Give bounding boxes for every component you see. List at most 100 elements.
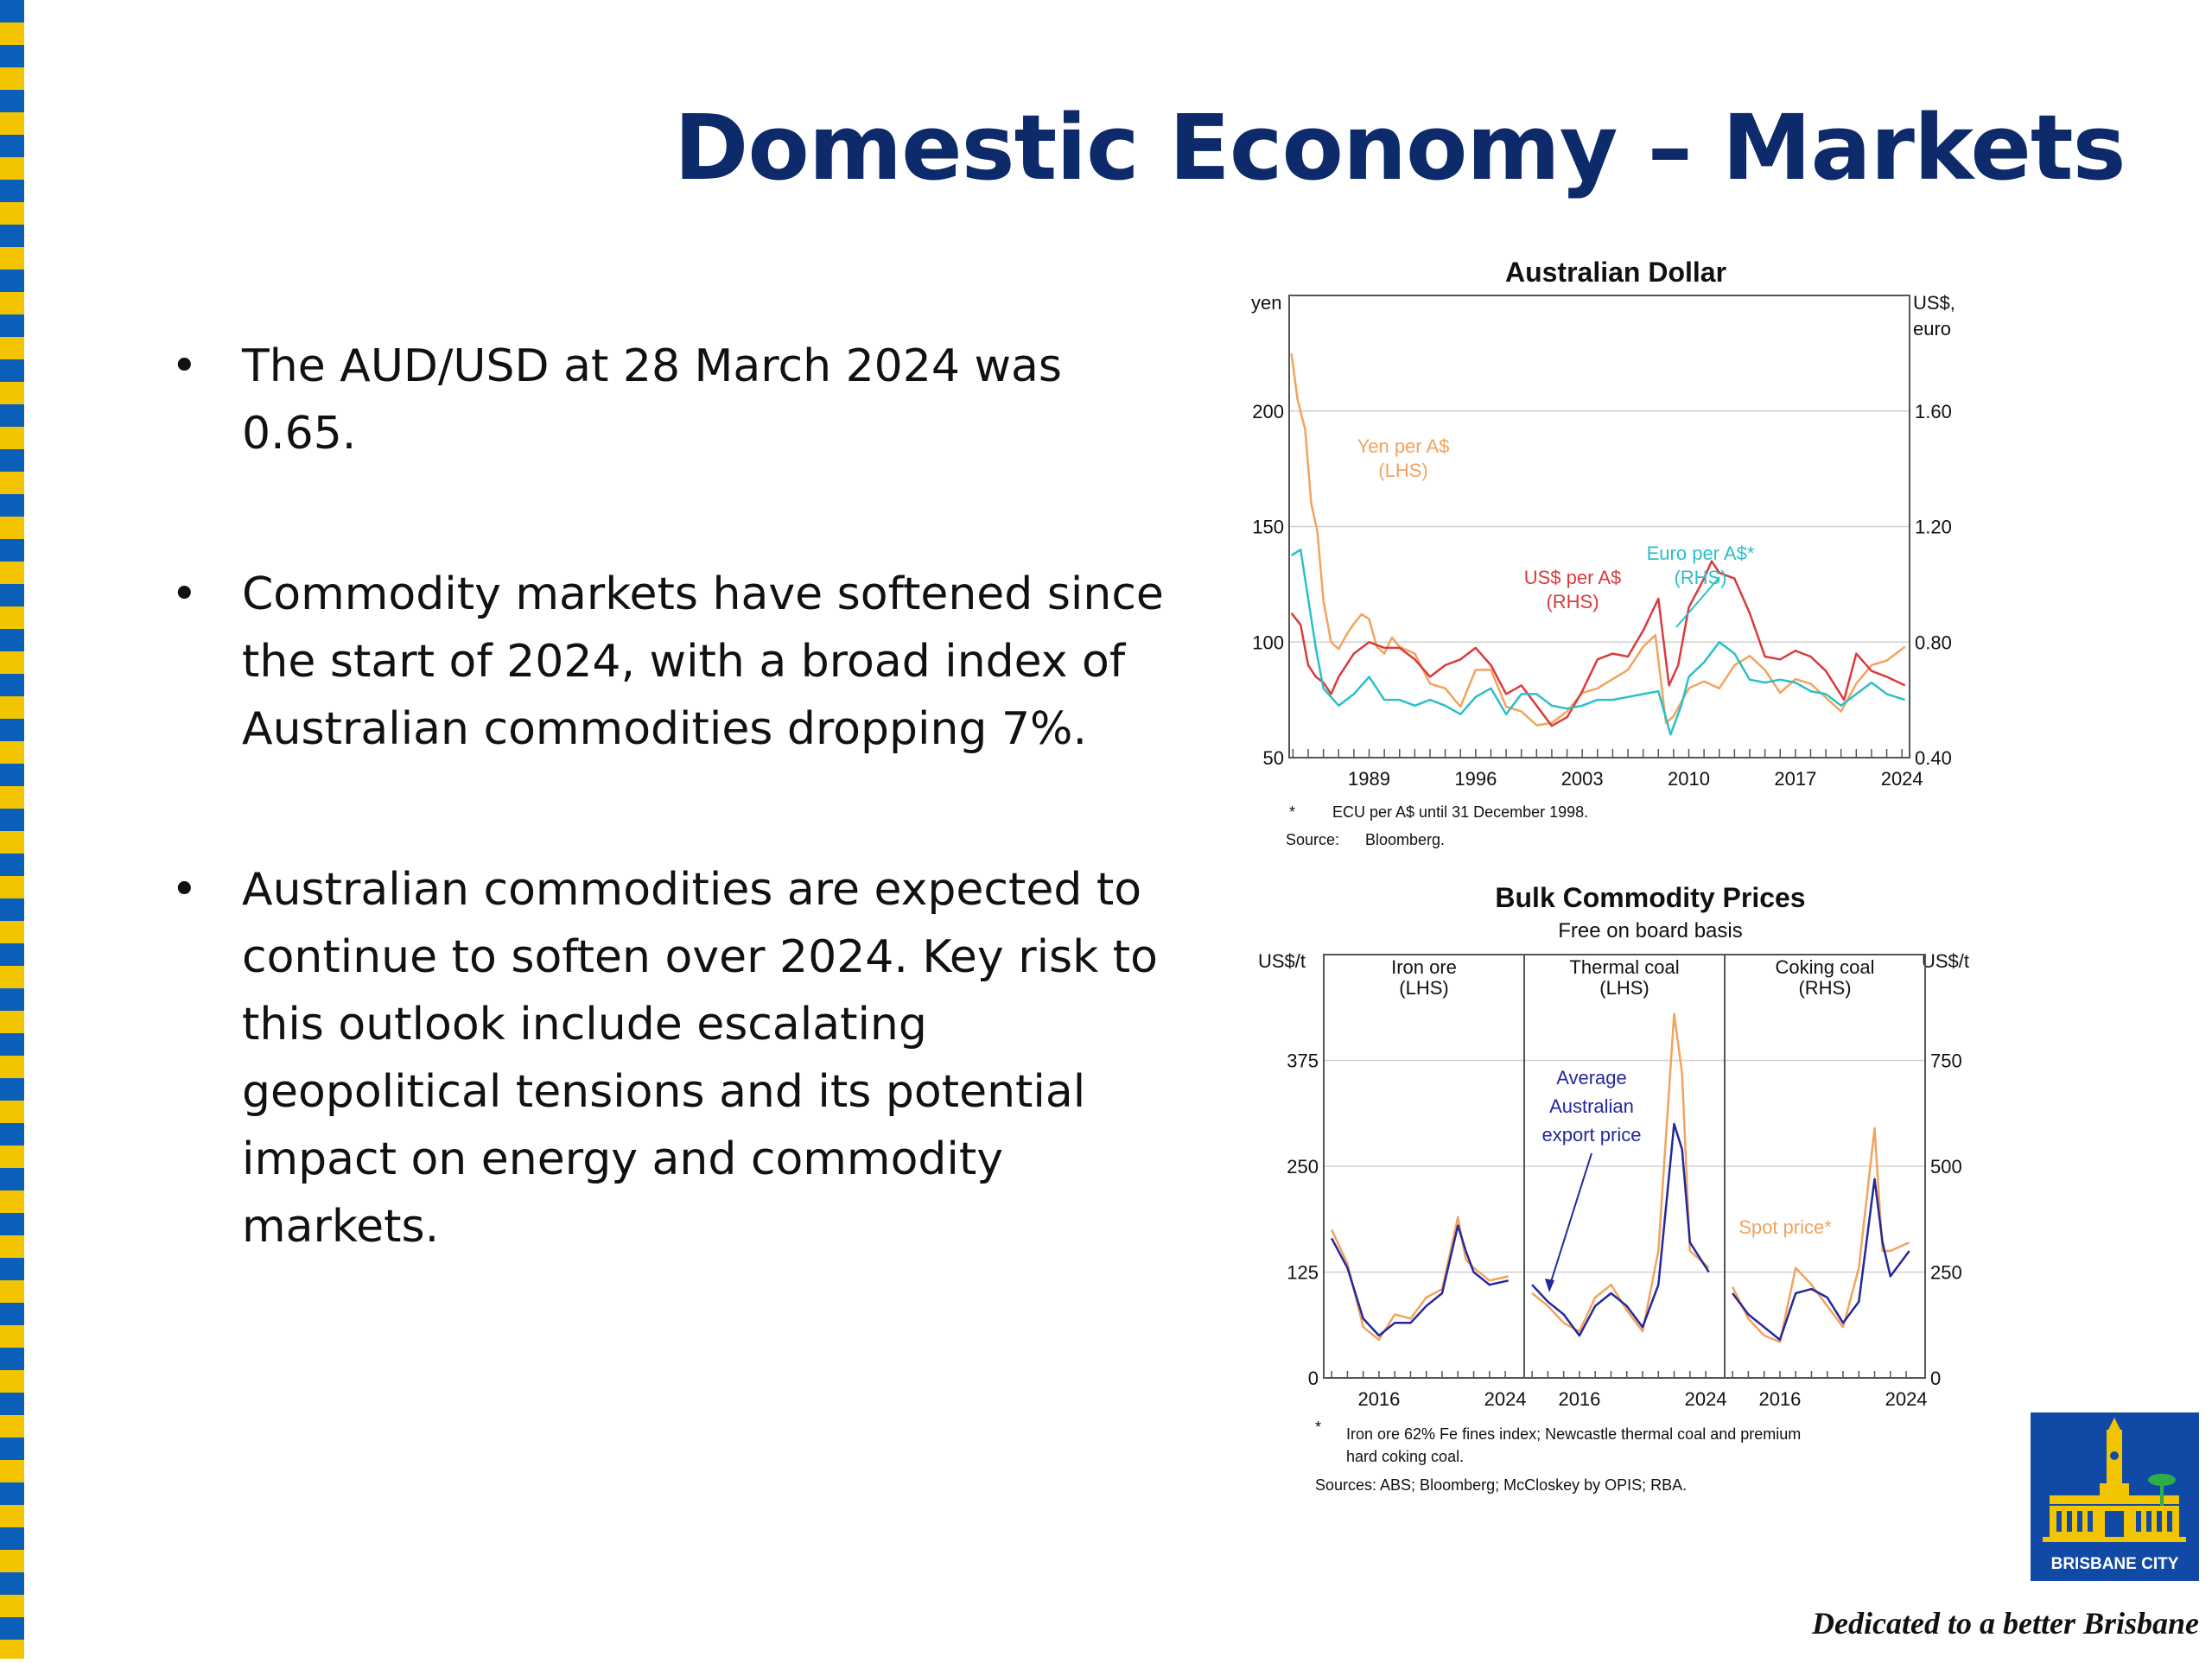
stripe-segment xyxy=(0,1190,24,1213)
stripe-segment xyxy=(0,1460,24,1482)
stripe-segment xyxy=(0,943,24,966)
stripe-segment xyxy=(0,1393,24,1415)
stripe-segment xyxy=(0,494,24,517)
chart2-export-label: Average xyxy=(1556,1067,1627,1089)
chart1-right-tick-label: 0.80 xyxy=(1915,632,1952,653)
chart1-x-tick-label: 1996 xyxy=(1454,768,1497,790)
stripe-segment xyxy=(0,135,24,157)
chart2-right-tick-label: 750 xyxy=(1930,1050,1962,1072)
page-title: Domestic Economy – Markets xyxy=(674,95,2126,200)
chart2-frame xyxy=(1323,954,1926,1379)
chart2-panel-title: Iron ore xyxy=(1391,956,1457,978)
chart2-x-tick-label: 2024 xyxy=(1685,1388,1727,1410)
stripe-segment xyxy=(0,1415,24,1438)
stripe-segment xyxy=(0,809,24,831)
bullet-list: The AUD/USD at 28 March 2024 was 0.65. C… xyxy=(164,333,1184,1354)
australian-dollar-chart: Australian Dollar yen US$, euro 50 100 150… xyxy=(1251,257,1961,848)
bullet-aud-usd: The AUD/USD at 28 March 2024 was 0.65. xyxy=(164,333,1184,467)
chart1-series-label: Euro per A$* xyxy=(1647,543,1755,564)
stripe-segment xyxy=(0,898,24,921)
stripe-segment xyxy=(0,1123,24,1146)
stripe-segment xyxy=(0,1033,24,1056)
stripe-segment xyxy=(0,382,24,404)
chart1-ylabel-right: US$, euro xyxy=(1913,292,1961,340)
chart2-footnote-marker: * xyxy=(1315,1419,1321,1436)
stripe-segment xyxy=(0,562,24,584)
chart2-panel-axis: (RHS) xyxy=(1798,977,1851,999)
chart1-x-tick-label: 2003 xyxy=(1561,768,1604,790)
stripe-segment xyxy=(0,966,24,988)
stripe-segment xyxy=(0,449,24,472)
stripe-segment xyxy=(0,0,24,22)
stripe-segment xyxy=(0,270,24,292)
stripe-segment xyxy=(0,1595,24,1617)
stripe-segment xyxy=(0,786,24,809)
chart2-export-line xyxy=(1732,1177,1910,1342)
stripe-segment xyxy=(0,1280,24,1303)
stripe-segment xyxy=(0,22,24,45)
chart2-panel-axis: (LHS) xyxy=(1399,977,1448,999)
chart1-frame xyxy=(1288,295,1910,759)
stripe-segment xyxy=(0,876,24,898)
chart2-ylabel-left: US$/t xyxy=(1258,950,1306,972)
chart1-x-tick-label: 1989 xyxy=(1348,768,1390,790)
chart2-export-label: Australian xyxy=(1549,1095,1634,1117)
stripe-segment xyxy=(0,157,24,180)
chart1-right-tick-label: 1.20 xyxy=(1915,517,1952,538)
stripe-segment xyxy=(0,314,24,337)
chart2-subtitle: Free on board basis xyxy=(1558,919,1742,943)
chart2-panel-title: Coking coal xyxy=(1776,956,1875,978)
chart1-source: Bloomberg. xyxy=(1365,831,1445,848)
stripe-segment xyxy=(0,1438,24,1460)
stripe-segment xyxy=(0,1056,24,1078)
chart1-x-tick-label: 2024 xyxy=(1881,768,1923,790)
chart1-x-tick-label: 2017 xyxy=(1774,768,1816,790)
chart1-series-line xyxy=(1290,352,1906,727)
stripe-segment xyxy=(0,247,24,270)
chart2-label-arrowhead xyxy=(1545,1279,1554,1292)
chart2-x-tick-label: 2016 xyxy=(1758,1388,1801,1410)
chart1-series-axis-label: (RHS) xyxy=(1546,591,1599,613)
chart1-footnote-marker: * xyxy=(1289,803,1295,821)
chart2-export-line xyxy=(1531,1122,1710,1337)
decorative-side-stripe xyxy=(0,0,24,1662)
chart2-spot-label: Spot price* xyxy=(1738,1216,1832,1238)
chart1-title: Australian Dollar xyxy=(1505,257,1726,288)
stripe-segment xyxy=(0,1213,24,1235)
chart2-right-tick-label: 250 xyxy=(1930,1262,1962,1284)
chart2-right-tick-label: 500 xyxy=(1930,1156,1962,1177)
stripe-segment xyxy=(0,1258,24,1280)
chart1-right-tick-label: 0.40 xyxy=(1915,747,1952,769)
chart2-ylabel-right: US$/t xyxy=(1922,950,1969,972)
chart1-left-tick-label: 100 xyxy=(1252,632,1284,653)
logo-text: BRISBANE CITY xyxy=(2050,1555,2179,1573)
chart1-left-tick-label: 150 xyxy=(1252,517,1284,538)
bullet-outlook-risks: Australian commodities are expected to c… xyxy=(164,856,1184,1260)
chart1-source-label: Source: xyxy=(1286,831,1339,848)
stripe-segment xyxy=(0,921,24,943)
chart1-series-label: US$ per A$ xyxy=(1524,567,1622,588)
stripe-segment xyxy=(0,404,24,427)
chart2-label-pointer xyxy=(1548,1152,1592,1288)
chart1-label-pointer xyxy=(1675,576,1720,628)
chart1-right-tick-label: 1.60 xyxy=(1915,401,1952,422)
chart1-ylabel-left: yen xyxy=(1251,292,1281,314)
chart1-series-axis-label: (RHS) xyxy=(1674,567,1726,588)
chart2-left-tick-label: 0 xyxy=(1308,1368,1319,1389)
chart2-spot-line xyxy=(1531,1012,1710,1333)
chart2-x-tick-label: 2024 xyxy=(1885,1388,1928,1410)
chart2-source: Sources: ABS; Bloomberg; McCloskey by OP… xyxy=(1315,1476,1687,1494)
stripe-segment xyxy=(0,1505,24,1527)
chart2-x-tick-label: 2016 xyxy=(1558,1388,1600,1410)
stripe-segment xyxy=(0,606,24,629)
stripe-segment xyxy=(0,584,24,606)
tagline: Dedicated to a better Brisbane xyxy=(1812,1606,2199,1641)
stripe-segment xyxy=(0,90,24,112)
stripe-segment xyxy=(0,45,24,67)
stripe-segment xyxy=(0,180,24,202)
chart2-spot-line xyxy=(1731,1127,1910,1343)
stripe-segment xyxy=(0,337,24,359)
stripe-segment xyxy=(0,1482,24,1505)
stripe-segment xyxy=(0,741,24,764)
chart1-series-line xyxy=(1290,549,1906,736)
